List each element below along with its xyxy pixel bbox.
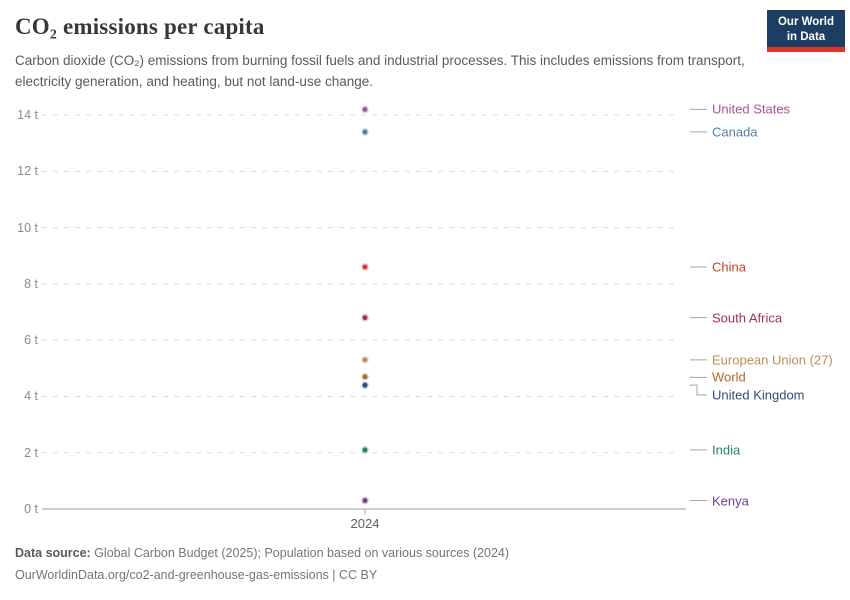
- y-axis-tick-label: 14 t: [17, 108, 38, 123]
- label-connector-united-kingdom: [690, 384, 707, 396]
- series-label-india[interactable]: India: [712, 442, 741, 458]
- owid-logo-line1: Our World: [777, 16, 834, 28]
- y-axis-tick-label: 0 t: [24, 502, 38, 516]
- license-line[interactable]: OurWorldinData.org/co2-and-greenhouse-ga…: [15, 568, 378, 582]
- series-label-canada[interactable]: Canada: [712, 124, 758, 140]
- data-source-line: Data source: Global Carbon Budget (2025)…: [15, 546, 509, 560]
- series-label-china[interactable]: China: [712, 259, 746, 275]
- series-label-kenya[interactable]: Kenya: [712, 493, 749, 509]
- series-label-world[interactable]: World: [712, 369, 746, 385]
- data-source-label: Data source:: [15, 546, 91, 560]
- y-axis-tick-label: 4 t: [24, 389, 38, 404]
- data-point-china[interactable]: [362, 264, 368, 270]
- data-point-united-kingdom[interactable]: [362, 382, 368, 388]
- series-label-united-kingdom[interactable]: United Kingdom: [712, 387, 805, 403]
- series-label-united-states[interactable]: United States: [712, 101, 791, 117]
- owid-logo-line2: in Data: [786, 30, 826, 43]
- y-axis-tick-label: 2 t: [24, 445, 38, 460]
- data-source-text: Global Carbon Budget (2025); Population …: [90, 546, 510, 560]
- data-point-canada[interactable]: [362, 129, 368, 135]
- data-point-india[interactable]: [362, 447, 368, 453]
- page-title: CO₂ emissions per capita: [15, 14, 265, 39]
- y-axis-tick-label: 12 t: [17, 164, 38, 179]
- data-point-european-union-27[interactable]: [362, 357, 368, 363]
- data-point-united-states[interactable]: [362, 107, 368, 112]
- y-axis-tick-label: 6 t: [24, 333, 38, 348]
- chart-subtitle: Carbon dioxide (CO₂) emissions from burn…: [15, 53, 745, 89]
- data-point-world[interactable]: [362, 374, 368, 380]
- x-axis-tick-label: 2024: [350, 516, 380, 531]
- y-axis-tick-label: 10 t: [17, 220, 38, 235]
- data-point-kenya[interactable]: [362, 498, 368, 503]
- series-label-south-africa[interactable]: South Africa: [712, 310, 783, 326]
- data-point-south-africa[interactable]: [362, 315, 368, 321]
- y-axis-tick-label: 8 t: [24, 276, 38, 291]
- owid-logo[interactable]: Our World in Data: [767, 10, 845, 52]
- series-label-european-union-27[interactable]: European Union (27): [712, 352, 833, 368]
